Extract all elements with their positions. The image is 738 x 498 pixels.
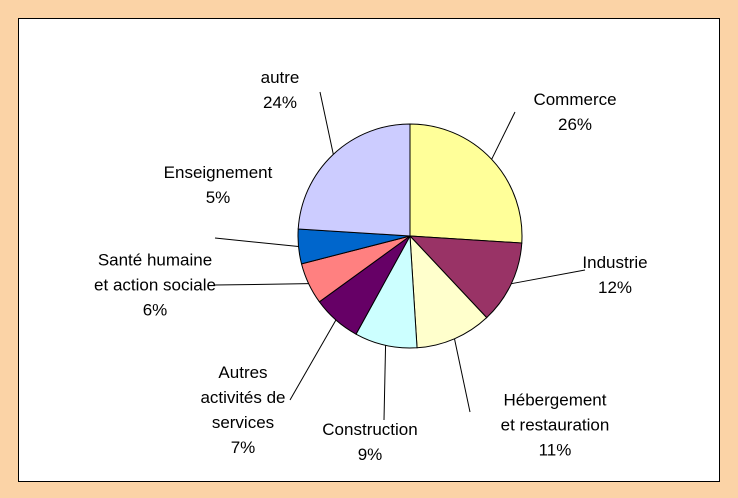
- slice-label: Santé humaine et action sociale 6%: [90, 248, 220, 323]
- slice-label: Industrie 12%: [565, 250, 665, 300]
- slice-label: Construction 9%: [305, 417, 435, 467]
- value-label: 7%: [230, 438, 256, 457]
- category-label: Santé humaine et action sociale: [94, 250, 216, 295]
- category-label: Commerce: [533, 90, 617, 109]
- value-label: 11%: [538, 440, 572, 460]
- category-label: Hébergement et restauration: [500, 390, 610, 435]
- leader-line: [319, 91, 334, 155]
- pie-slice: [297, 123, 411, 237]
- value-label: 24%: [262, 93, 298, 112]
- category-label: Construction: [322, 420, 418, 439]
- pie-slice: [409, 234, 488, 349]
- category-label: Industrie: [582, 253, 648, 272]
- leader-line: [289, 319, 337, 401]
- value-label: 9%: [357, 445, 383, 464]
- value-label: 12%: [597, 278, 633, 297]
- slice-label: Commerce 26%: [515, 87, 635, 137]
- value-label: 6%: [142, 300, 168, 320]
- leader-line: [453, 338, 471, 413]
- pie-slice: [408, 235, 523, 319]
- leader-line: [214, 283, 309, 286]
- category-label: Enseignement: [163, 163, 273, 182]
- leader-line: [491, 111, 516, 160]
- category-label: Autres activités de services: [200, 363, 286, 432]
- leader-line: [214, 237, 299, 248]
- value-label: 26%: [557, 115, 593, 134]
- slice-label: Hébergement et restauration 11%: [499, 388, 611, 463]
- slice-label: Enseignement 5%: [163, 160, 273, 210]
- leader-line: [511, 269, 586, 285]
- pie-slice: [409, 123, 523, 244]
- category-label: autre: [260, 68, 300, 87]
- leader-line: [383, 345, 387, 421]
- slice-label: Autres activités de services 7%: [187, 360, 299, 460]
- value-label: 5%: [205, 188, 231, 207]
- slice-label: autre 24%: [240, 65, 320, 115]
